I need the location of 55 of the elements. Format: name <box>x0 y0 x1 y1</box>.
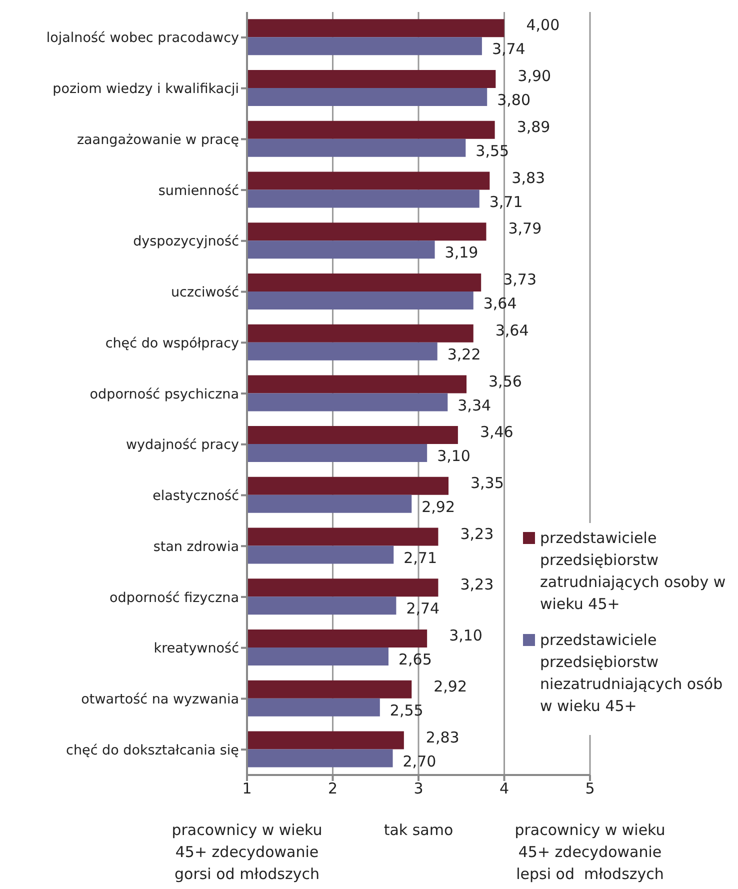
data-label: 3,56 <box>488 372 522 390</box>
data-label: 2,70 <box>402 752 436 770</box>
y-tick-label: zaangażowanie w pracę <box>76 132 239 148</box>
x-tick-label: 2 <box>328 780 338 798</box>
data-label: 2,74 <box>406 600 440 618</box>
data-label: 3,83 <box>512 168 546 187</box>
legend-label: przedstawiciele przedsiębiorstw niezatrudniających osób w wieku 45+ <box>540 630 724 717</box>
data-label: 3,19 <box>444 244 478 262</box>
y-tick-label: odporność fizyczna <box>110 590 239 606</box>
data-label: 3,10 <box>437 447 470 466</box>
data-label: 3,73 <box>503 270 537 289</box>
y-tick-label: elastyczność <box>152 488 239 504</box>
data-label: 3,23 <box>460 576 494 594</box>
x-tick-label: 3 <box>414 780 424 798</box>
data-label: 3,64 <box>495 321 529 340</box>
data-label: 2,92 <box>434 677 468 696</box>
data-label: 3,34 <box>458 396 492 414</box>
y-tick-label: odporność psychiczna <box>90 386 239 402</box>
y-tick-label: poziom wiedzy i kwalifikacji <box>52 81 239 98</box>
y-tick-label: lojalność wobec pracodawcy <box>46 30 240 46</box>
data-label: 2,55 <box>390 701 424 720</box>
y-tick-label: dyspozycyjność <box>133 234 239 250</box>
data-label: 3,46 <box>480 423 514 442</box>
data-label: 2,92 <box>422 498 456 516</box>
y-tick-label: wydajność pracy <box>126 437 239 454</box>
data-label: 3,89 <box>516 118 550 136</box>
y-tick-label: stan zdrowia <box>153 538 239 555</box>
data-label: 3,35 <box>470 474 504 492</box>
data-label: 3,10 <box>449 626 482 645</box>
y-tick-label: sumienność <box>158 182 239 199</box>
data-label: 2,65 <box>398 650 432 669</box>
data-label: 2,83 <box>426 728 460 746</box>
y-tick-label: uczciwość <box>171 284 239 301</box>
data-label: 3,55 <box>476 142 510 160</box>
x-tick-label: 4 <box>499 780 510 798</box>
data-label: 3,90 <box>518 67 552 86</box>
y-tick-label: chęć do dokształcania się <box>66 742 239 758</box>
x-tick-label: 5 <box>585 780 595 798</box>
x-tick-label: 1 <box>242 780 252 798</box>
data-label: 3,79 <box>508 220 542 238</box>
data-label: 3,22 <box>447 345 481 364</box>
data-label: 2,71 <box>404 548 438 567</box>
y-tick-label: kreatywność <box>154 640 239 657</box>
data-label: 3,64 <box>483 294 517 313</box>
y-tick-label: otwartość na wyzwania <box>81 691 239 708</box>
data-label: 3,23 <box>460 524 494 543</box>
data-label: 3,74 <box>492 40 526 58</box>
legend-label: przedstawiciele przedsiębiorstw zatrudniających osoby w wieku 45+ <box>540 528 727 615</box>
data-label: 3,80 <box>497 91 531 110</box>
text: tak samo <box>382 820 454 841</box>
data-label: 3,71 <box>489 192 523 211</box>
data-label: 4,00 <box>526 16 560 34</box>
y-tick-label: chęć do współpracy <box>105 335 239 352</box>
text: pracownicy w wieku 45+ zdecydowanie lepsi od młodszych <box>514 820 666 885</box>
text: pracownicy w wieku 45+ zdecydowanie gorsi od młodszych <box>170 820 324 885</box>
